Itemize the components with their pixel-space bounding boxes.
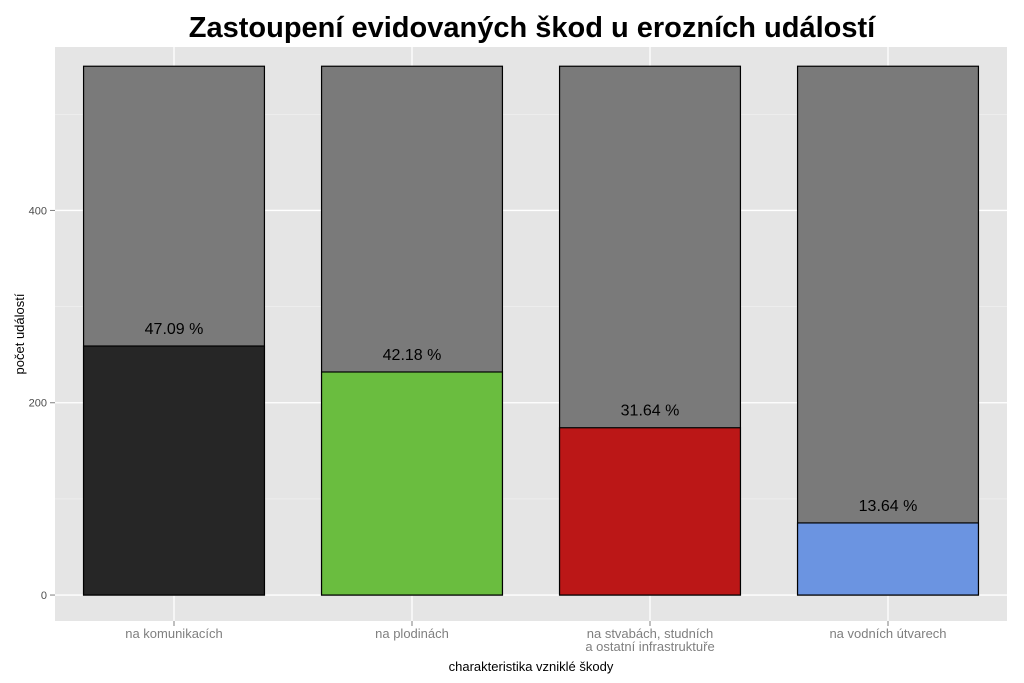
data-label: 42.18 % (383, 347, 442, 364)
x-tick-label: na stvabách, studních (587, 626, 713, 641)
total-bar (796, 65, 980, 596)
data-label: 31.64 % (621, 403, 680, 420)
x-tick-label: na komunikacích (125, 626, 223, 641)
value-bar (82, 345, 266, 596)
chart-title: Zastoupení evidovaných škod u erozních u… (188, 12, 876, 44)
value-bar (320, 371, 504, 596)
x-tick-label: na plodinách (375, 626, 449, 641)
y-axis-title: počet událostí (12, 293, 27, 374)
data-label: 47.09 % (145, 321, 204, 338)
value-bar (558, 427, 742, 596)
y-tick-label: 400 (29, 205, 47, 217)
x-tick-label: na vodních útvarech (829, 626, 946, 641)
x-tick-label: a ostatní infrastruktuře (585, 639, 714, 654)
y-tick-label: 0 (41, 590, 47, 602)
y-tick-label: 200 (29, 398, 47, 410)
x-axis-title: charakteristika vzniklé škody (449, 659, 614, 674)
value-bar (796, 522, 980, 596)
data-label: 13.64 % (859, 498, 918, 515)
